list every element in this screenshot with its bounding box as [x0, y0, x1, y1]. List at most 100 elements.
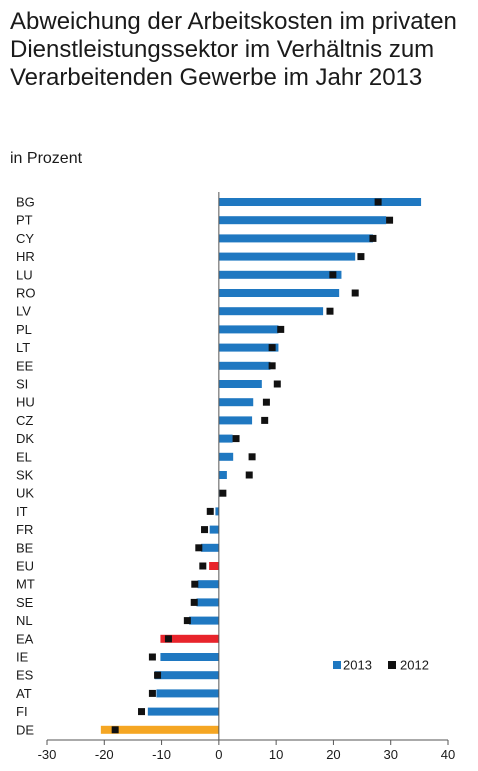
category-label-si: SI	[16, 377, 28, 392]
category-label-sk: SK	[16, 468, 34, 483]
category-label-de: DE	[16, 722, 34, 737]
bar-2013-fr	[209, 525, 219, 534]
category-label-ie: IE	[16, 650, 29, 665]
legend-label-2012: 2012	[400, 658, 429, 673]
marker-2012-pt	[386, 216, 394, 224]
marker-2012-uk	[219, 489, 227, 497]
bar-2013-mt	[197, 580, 219, 589]
marker-2012-pl	[277, 325, 285, 333]
category-label-fi: FI	[16, 704, 28, 719]
bar-2013-pt	[218, 216, 387, 225]
marker-2012-si	[273, 380, 281, 388]
marker-2012-cz	[261, 416, 269, 424]
marker-2012-se	[190, 598, 198, 606]
bar-2013-sk	[218, 471, 227, 479]
bar-2013-es	[154, 671, 219, 680]
category-label-uk: UK	[16, 486, 34, 501]
x-tick-label--30: -30	[38, 747, 57, 762]
marker-2012-hu	[262, 398, 270, 406]
bar-2013-be	[201, 543, 219, 552]
bar-2013-at	[156, 689, 219, 698]
legend-swatch-2013	[333, 661, 341, 669]
marker-2012-cy	[369, 234, 377, 242]
legend-label-2013: 2013	[343, 658, 372, 673]
marker-2012-eu	[199, 562, 207, 570]
bar-2013-de	[100, 725, 219, 734]
category-label-pl: PL	[16, 322, 32, 337]
marker-2012-fr	[201, 526, 209, 534]
bar-2013-ee	[218, 361, 271, 370]
category-label-se: SE	[16, 595, 34, 610]
marker-2012-lt	[268, 344, 276, 352]
category-label-mt: MT	[16, 577, 35, 592]
x-tick-label-40: 40	[441, 747, 455, 762]
marker-2012-lv	[326, 307, 334, 315]
marker-2012-dk	[232, 435, 240, 443]
category-label-es: ES	[16, 668, 34, 683]
marker-2012-be	[195, 544, 203, 552]
bar-2013-lu	[218, 270, 342, 279]
category-label-at: AT	[16, 686, 32, 701]
bar-2013-hr	[218, 252, 356, 261]
category-label-it: IT	[16, 504, 28, 519]
bar-2013-ro	[218, 289, 340, 297]
category-label-bg: BG	[16, 195, 35, 210]
chart-title: Abweichung der Arbeitskosten im privaten…	[10, 8, 457, 91]
marker-2012-hr	[357, 253, 365, 261]
x-tick-label-10: 10	[269, 747, 283, 762]
marker-2012-lu	[329, 271, 337, 279]
bar-2013-lv	[218, 307, 324, 316]
category-label-fr: FR	[16, 522, 33, 537]
category-label-el: EL	[16, 449, 32, 464]
category-label-cz: CZ	[16, 413, 33, 428]
category-label-hu: HU	[16, 395, 35, 410]
marker-2012-it	[206, 507, 214, 515]
chart-subtitle: in Prozent	[10, 150, 83, 167]
bar-2013-lt	[218, 343, 279, 352]
bar-2013-ie	[160, 653, 219, 661]
x-tick-label--10: -10	[152, 747, 171, 762]
category-label-ro: RO	[16, 286, 36, 301]
marker-2012-es	[154, 671, 162, 679]
marker-2012-at	[148, 689, 156, 697]
bar-2013-el	[218, 452, 234, 461]
category-label-hr: HR	[16, 249, 35, 264]
category-label-cy: CY	[16, 231, 34, 246]
bar-2013-pl	[218, 325, 279, 334]
marker-2012-bg	[374, 198, 382, 206]
legend-swatch-2012	[388, 661, 396, 669]
category-label-lu: LU	[16, 267, 33, 282]
marker-2012-nl	[183, 617, 191, 625]
bar-2013-bg	[218, 198, 422, 206]
x-tick-label-20: 20	[326, 747, 340, 762]
bar-2013-fi	[147, 707, 219, 716]
bar-2013-si	[218, 380, 262, 388]
x-tick-label--20: -20	[95, 747, 114, 762]
category-label-ea: EA	[16, 631, 34, 646]
category-label-ee: EE	[16, 358, 34, 373]
marker-2012-ie	[148, 653, 156, 661]
marker-2012-el	[248, 453, 256, 461]
category-label-pt: PT	[16, 213, 33, 228]
category-label-lv: LV	[16, 304, 31, 319]
bar-2013-dk	[218, 434, 233, 443]
category-label-dk: DK	[16, 431, 34, 446]
marker-2012-sk	[245, 471, 253, 479]
marker-2012-de	[111, 726, 119, 734]
category-label-be: BE	[16, 540, 34, 555]
bar-2013-hu	[218, 398, 254, 407]
bar-2013-se	[196, 598, 219, 607]
bar-2013-ea	[160, 634, 219, 643]
marker-2012-ro	[351, 289, 359, 297]
category-label-nl: NL	[16, 613, 33, 628]
category-label-lt: LT	[16, 340, 30, 355]
marker-2012-ee	[268, 362, 276, 370]
bar-2013-eu	[209, 562, 219, 570]
bar-2013-cy	[218, 234, 373, 243]
marker-2012-mt	[191, 580, 199, 588]
bar-2013-it	[215, 507, 219, 516]
marker-2012-fi	[138, 708, 146, 716]
bar-2013-cz	[218, 416, 253, 425]
x-tick-label-0: 0	[215, 747, 222, 762]
